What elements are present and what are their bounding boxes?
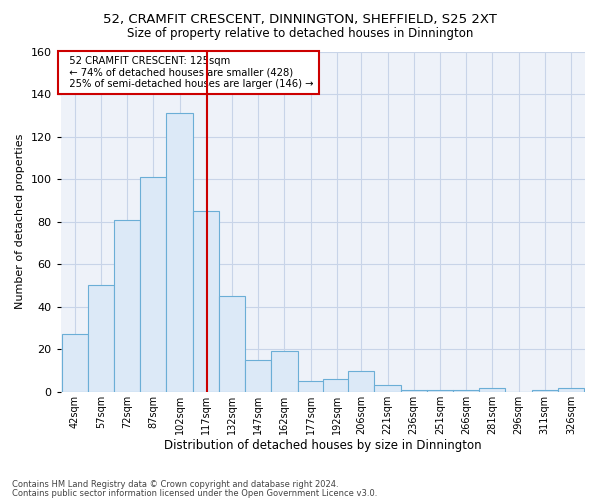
Bar [166,113,193,392]
Bar [453,390,479,392]
Bar [479,388,505,392]
Bar [271,352,298,392]
Bar [298,381,324,392]
Bar [245,360,271,392]
Text: 52 CRAMFIT CRESCENT: 125sqm
  ← 74% of detached houses are smaller (428)
  25% o: 52 CRAMFIT CRESCENT: 125sqm ← 74% of det… [64,56,314,89]
Y-axis label: Number of detached properties: Number of detached properties [15,134,25,310]
Bar [532,390,558,392]
Text: 52, CRAMFIT CRESCENT, DINNINGTON, SHEFFIELD, S25 2XT: 52, CRAMFIT CRESCENT, DINNINGTON, SHEFFI… [103,12,497,26]
Bar [140,177,166,392]
Bar [558,388,584,392]
Bar [401,390,427,392]
Bar [348,370,374,392]
Text: Contains public sector information licensed under the Open Government Licence v3: Contains public sector information licen… [12,489,377,498]
Bar [62,334,88,392]
Bar [193,211,219,392]
Text: Contains HM Land Registry data © Crown copyright and database right 2024.: Contains HM Land Registry data © Crown c… [12,480,338,489]
Bar [88,286,114,392]
Bar [219,296,245,392]
X-axis label: Distribution of detached houses by size in Dinnington: Distribution of detached houses by size … [164,440,482,452]
Bar [323,379,349,392]
Bar [374,386,401,392]
Text: Size of property relative to detached houses in Dinnington: Size of property relative to detached ho… [127,28,473,40]
Bar [114,220,140,392]
Bar [427,390,453,392]
